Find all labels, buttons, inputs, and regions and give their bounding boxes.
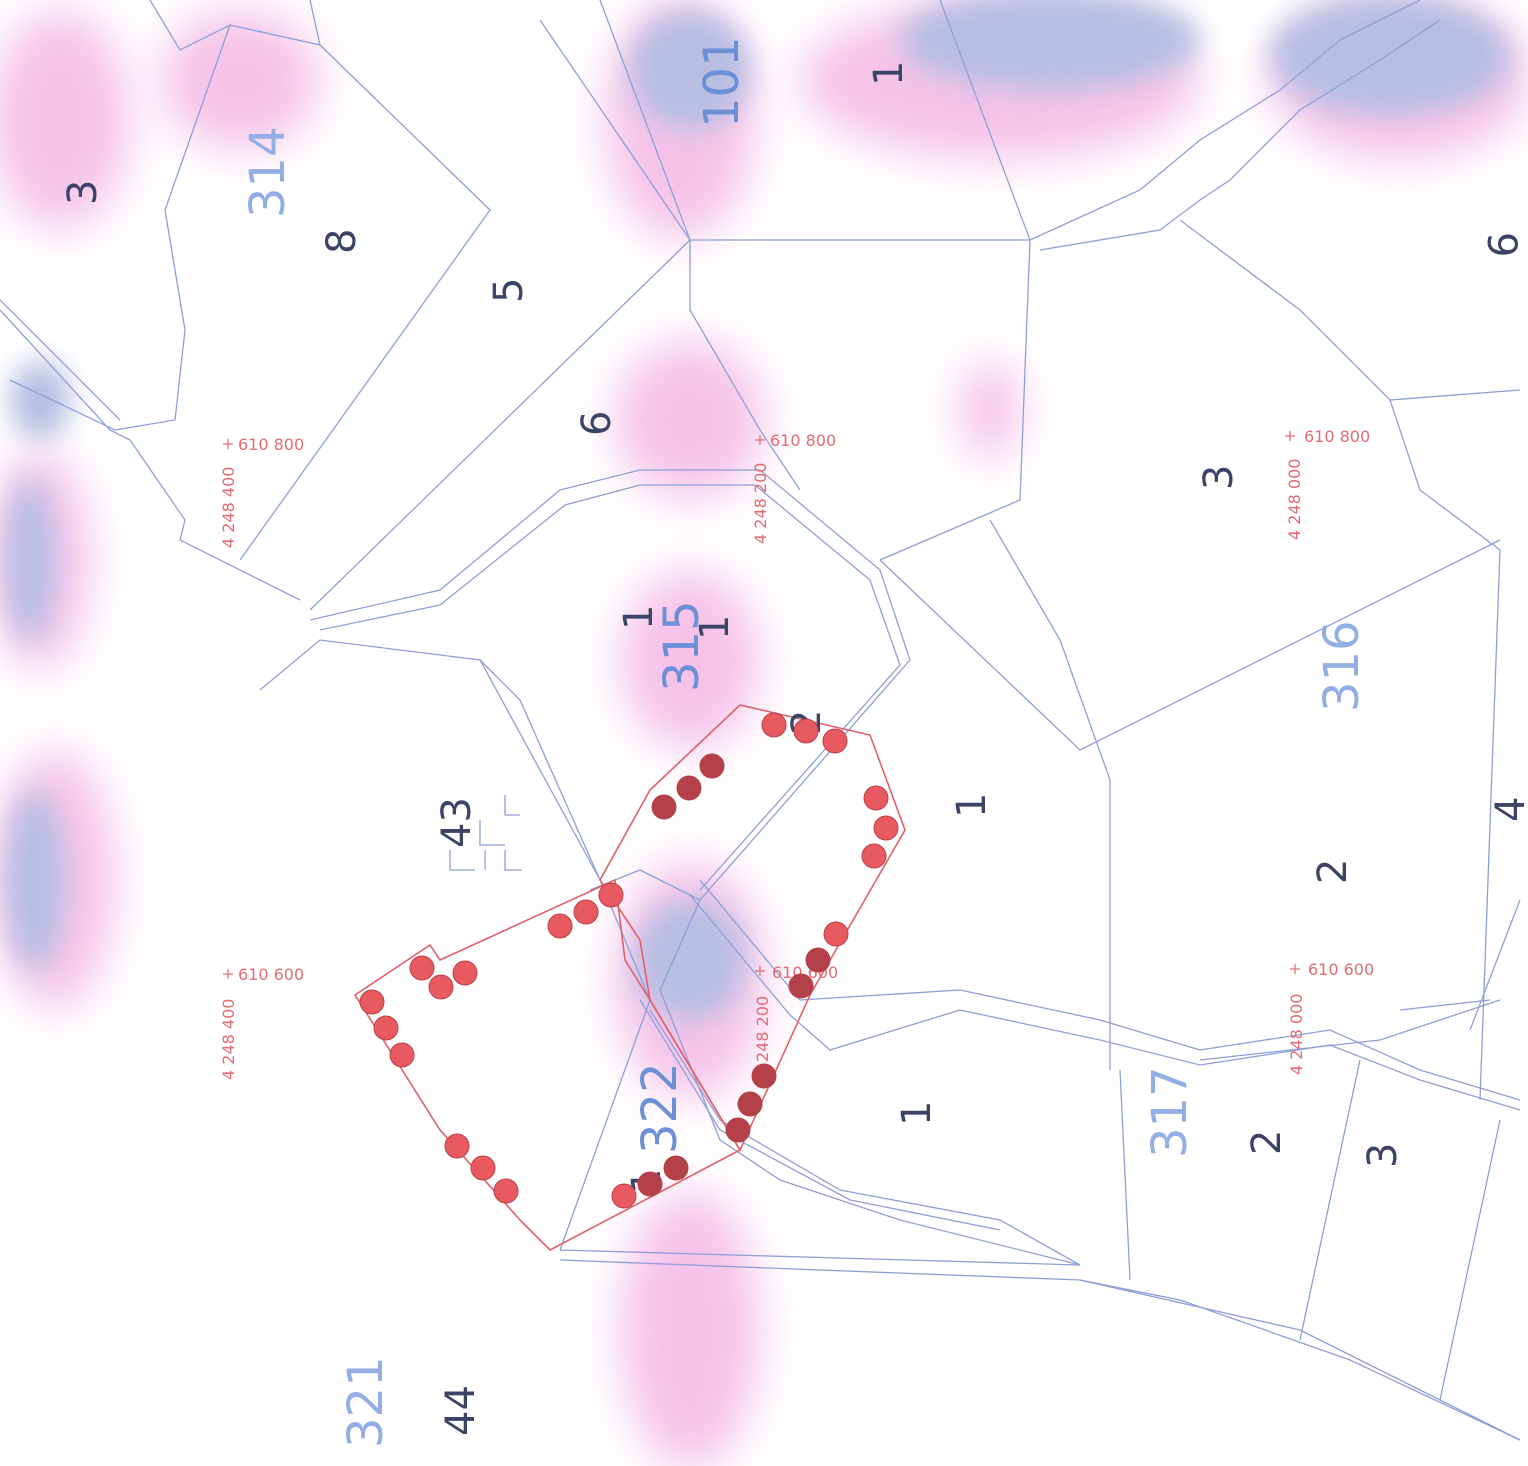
circle-marker-icon[interactable] xyxy=(359,989,385,1015)
coord-x-label: 610 800 xyxy=(238,435,304,454)
coord-y-label: 4 248 400 xyxy=(219,467,238,548)
circle-marker-icon[interactable] xyxy=(428,974,454,1000)
circle-marker-icon[interactable] xyxy=(873,815,899,841)
parcel-label: 3 xyxy=(1196,465,1242,490)
parcel-label: 1 xyxy=(949,793,995,818)
circle-marker-icon[interactable] xyxy=(452,960,478,986)
circle-marker-icon[interactable] xyxy=(547,913,573,939)
parcel-label: 3 xyxy=(1360,1143,1406,1168)
circle-marker-icon[interactable] xyxy=(751,1063,777,1089)
circle-marker-icon[interactable] xyxy=(788,973,814,999)
plus-cross-icon xyxy=(755,435,765,445)
circle-marker-icon[interactable] xyxy=(444,1133,470,1159)
plus-cross-icon xyxy=(1290,964,1300,974)
plus-cross-icon xyxy=(755,966,765,976)
building-outline xyxy=(449,795,522,871)
circle-marker-icon[interactable] xyxy=(573,899,599,925)
sector-label: 317 xyxy=(1142,1066,1198,1158)
road-corridors xyxy=(309,469,1521,1266)
circle-marker-icon[interactable] xyxy=(389,1042,415,1068)
parcel-label: 2 xyxy=(1244,1130,1290,1155)
coord-y-label: 4 248 400 xyxy=(219,999,238,1080)
circle-marker-icon[interactable] xyxy=(637,1171,663,1197)
survey-markers xyxy=(359,712,899,1209)
plus-cross-icon xyxy=(223,439,233,449)
circle-marker-icon[interactable] xyxy=(761,712,787,738)
parcel-label: 8 xyxy=(319,229,365,254)
coord-x-label: 610 800 xyxy=(770,431,836,450)
parcel-boundaries xyxy=(0,0,1521,1441)
parcel-labels: 1 1 1 1 1 1 2 2 2 3 3 3 3 4 5 6 8 9 43 4… xyxy=(60,61,1528,1436)
parcel-label: 3 xyxy=(60,180,106,205)
circle-marker-icon[interactable] xyxy=(823,921,849,947)
parcel-label: 1 xyxy=(894,1101,940,1126)
circle-marker-icon[interactable] xyxy=(861,843,887,869)
parcel-label: 5 xyxy=(486,278,532,303)
sector-label: 315 xyxy=(654,600,710,692)
circle-marker-icon[interactable] xyxy=(373,1015,399,1041)
circle-marker-icon[interactable] xyxy=(598,882,624,908)
circle-marker-icon[interactable] xyxy=(699,753,725,779)
circle-marker-icon[interactable] xyxy=(863,785,889,811)
circle-marker-icon[interactable] xyxy=(793,718,819,744)
coord-y-label: 4 248 200 xyxy=(751,463,770,544)
circle-marker-icon[interactable] xyxy=(470,1155,496,1181)
grid-crosses xyxy=(223,431,1300,979)
parcel-label: 9 xyxy=(1478,232,1524,257)
coord-x-label: 610 600 xyxy=(238,965,304,984)
coord-y-label: 248 200 xyxy=(753,996,772,1062)
sector-label: 101 xyxy=(694,36,750,128)
circle-marker-icon[interactable] xyxy=(611,1183,637,1209)
parcel-label: 1 xyxy=(692,615,738,640)
coord-x-label: 610 800 xyxy=(1304,427,1370,446)
parcel-label: 1 xyxy=(866,61,912,86)
circle-marker-icon[interactable] xyxy=(737,1091,763,1117)
circle-marker-icon[interactable] xyxy=(663,1155,689,1181)
parcel-label: 2 xyxy=(1310,859,1356,884)
sector-label: 322 xyxy=(632,1062,688,1154)
parcel-label: 4 xyxy=(1488,797,1528,822)
sector-label: 314 xyxy=(240,126,296,218)
parcel-label: 1 xyxy=(616,605,662,630)
circle-marker-icon[interactable] xyxy=(725,1117,751,1143)
plus-cross-icon xyxy=(223,969,233,979)
survey-area-outlines xyxy=(353,704,906,1251)
parcel-label: 6 xyxy=(574,411,620,436)
sector-label: 316 xyxy=(1314,620,1370,712)
plus-cross-icon xyxy=(1285,431,1295,441)
coordinate-labels: 610 800 610 800 610 800 610 600 610 600 … xyxy=(219,427,1374,1080)
circle-marker-icon[interactable] xyxy=(805,947,831,973)
circle-marker-icon[interactable] xyxy=(409,955,435,981)
coord-x-label: 610 600 xyxy=(1308,960,1374,979)
circle-marker-icon[interactable] xyxy=(651,794,677,820)
coord-y-label: 4 248 000 xyxy=(1287,994,1306,1075)
coord-y-label: 4 248 000 xyxy=(1285,459,1304,540)
circle-marker-icon[interactable] xyxy=(493,1178,519,1204)
parcel-label: 44 xyxy=(438,1385,484,1436)
sector-label: 321 xyxy=(338,1356,394,1448)
circle-marker-icon[interactable] xyxy=(822,728,848,754)
circle-marker-icon[interactable] xyxy=(676,775,702,801)
parcel-label: 43 xyxy=(434,797,480,848)
sector-labels: 101 314 315 316 317 321 322 xyxy=(240,36,1370,1448)
